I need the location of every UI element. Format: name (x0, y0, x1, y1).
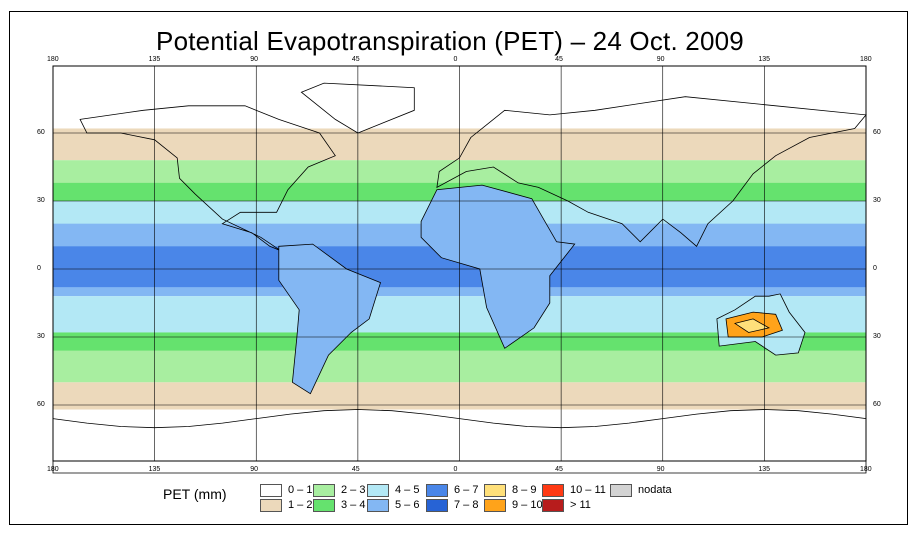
longitude-tick-label-bottom: 135 (148, 466, 161, 473)
latitude-tick-label-right: 60 (873, 401, 881, 408)
latitude-tick-label-left: 30 (37, 333, 45, 340)
north-america-outline (79, 105, 336, 252)
legend-label: 10 – 11 (570, 484, 606, 496)
legend-label: 0 – 1 (288, 484, 313, 496)
legend-swatch (542, 499, 564, 512)
map-border (52, 65, 867, 462)
map-title: Potential Evapotranspiration (PET) – 24 … (156, 26, 744, 56)
legend-swatch (260, 484, 282, 497)
longitude-tick-label-bottom: 180 (860, 466, 872, 473)
legend-label: 2 – 3 (341, 484, 366, 496)
legend-label: nodata (638, 484, 672, 496)
australia-very-hot-region (734, 318, 770, 333)
longitude-tick-label-top: 45 (351, 56, 360, 63)
latitude-tick-label-left: 60 (37, 129, 45, 136)
legend-title: PET (mm) (163, 486, 227, 502)
latitude-tick-label-right: 60 (873, 129, 881, 136)
latitude-tick-label-left: 0 (37, 265, 41, 272)
latitude-tick-label-right: 30 (873, 333, 881, 340)
legend-swatch (484, 499, 506, 512)
legend-swatch (367, 499, 389, 512)
legend-swatch (367, 484, 389, 497)
latitude-tick-label-left: 30 (37, 197, 45, 204)
legend-label: 9 – 10 (512, 499, 543, 511)
longitude-tick-label-top: 45 (555, 56, 563, 63)
legend-label: 3 – 4 (341, 499, 366, 511)
longitude-tick-label-top: 135 (148, 56, 161, 63)
longitude-tick-label-top: 90 (656, 56, 665, 63)
latitude-tick-label-right: 30 (873, 197, 881, 204)
legend-label: 4 – 5 (395, 484, 420, 496)
latitude-tick-label-left: 60 (37, 401, 45, 408)
longitude-tick-label-bottom: 90 (250, 466, 259, 473)
legend-swatch (426, 484, 448, 497)
longitude-tick-label-bottom: 135 (758, 466, 771, 473)
longitude-tick-label-top: 135 (758, 56, 771, 63)
longitude-tick-label-bottom: 45 (555, 466, 563, 473)
figure-frame (9, 11, 908, 525)
longitude-tick-label-top: 90 (250, 56, 259, 63)
latitude-tick-label-right: 0 (873, 265, 877, 272)
legend-label: 7 – 8 (454, 499, 479, 511)
legend-swatch (260, 499, 282, 512)
legend-swatch (484, 484, 506, 497)
legend-swatch (542, 484, 564, 497)
longitude-tick-label-bottom: 180 (47, 466, 59, 473)
longitude-tick-label-top: 180 (860, 56, 872, 63)
legend-swatch (426, 499, 448, 512)
longitude-tick-label-bottom: 90 (656, 466, 665, 473)
longitude-tick-label-top: 0 (453, 56, 458, 63)
legend-swatch (313, 499, 335, 512)
legend-swatch (313, 484, 335, 497)
longitude-tick-label-bottom: 0 (453, 466, 458, 473)
legend-label: 1 – 2 (288, 499, 313, 511)
legend-swatch (610, 484, 632, 497)
legend-label: 5 – 6 (395, 499, 420, 511)
longitude-tick-label-bottom: 45 (351, 466, 360, 473)
longitude-tick-label-top: 180 (47, 56, 59, 63)
legend-label: 8 – 9 (512, 484, 537, 496)
eurasia-outline (436, 96, 867, 247)
legend-label: > 11 (570, 499, 591, 511)
legend-label: 6 – 7 (454, 484, 479, 496)
